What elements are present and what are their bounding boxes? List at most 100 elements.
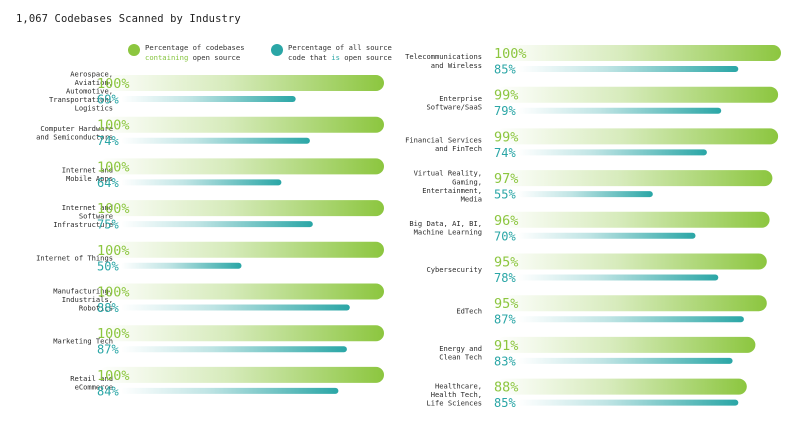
bar-share <box>121 346 347 353</box>
value-label-containing: 100% <box>97 326 130 342</box>
legend-highlight-is: is <box>331 52 340 62</box>
industry-row: Healthcare,Health Tech,Life Sciences 88%8… <box>426 378 747 410</box>
industry-row: Cybersecurity 95%78% <box>426 253 767 285</box>
value-label-share: 50% <box>97 259 119 273</box>
value-label-share: 74% <box>97 134 119 148</box>
industry-label: Logistics <box>75 104 113 113</box>
industry-row: Aerospace,Aviation,Automotive,Transporta… <box>49 69 384 113</box>
bar-share <box>121 179 282 186</box>
value-label-containing: 100% <box>97 368 130 384</box>
bar-containing <box>99 283 384 300</box>
value-label-share: 64% <box>97 176 119 190</box>
bar-share <box>518 66 739 72</box>
value-label-share: 75% <box>97 218 119 232</box>
value-label-containing: 95% <box>494 296 518 312</box>
value-label-share: 55% <box>494 188 516 202</box>
industry-label: Life Sciences <box>426 399 482 408</box>
industry-label: Machine Learning <box>414 228 482 237</box>
industry-label: Internet and <box>62 203 113 212</box>
industry-label: Media <box>461 195 482 204</box>
value-label-containing: 96% <box>494 213 518 229</box>
legend-pre-is: code that <box>288 52 332 62</box>
value-label-share: 87% <box>494 313 516 327</box>
bar-share <box>518 107 722 114</box>
bar-share <box>518 232 696 239</box>
legend-label-is: Percentage of all source code that is op… <box>288 43 392 62</box>
industry-label: Transportation, <box>49 95 113 104</box>
industry-label: eCommerce <box>75 383 113 392</box>
bar-share <box>121 137 310 144</box>
value-label-containing: 99% <box>494 88 518 104</box>
bar-share <box>121 221 313 228</box>
industry-label: Entertainment, <box>422 186 482 195</box>
bar-share <box>121 96 296 102</box>
value-label-containing: 99% <box>494 129 518 145</box>
bar-containing <box>496 253 767 270</box>
bar-share <box>121 262 242 269</box>
industry-label: Software/SaaS <box>426 103 482 112</box>
industry-label: Computer Hardware <box>40 124 113 133</box>
bar-containing <box>99 75 384 91</box>
bar-share <box>518 149 707 156</box>
industry-label: Retail and <box>70 374 113 383</box>
industry-label: and Wireless <box>431 61 482 70</box>
industry-row: Virtual Reality,Gaming,Entertainment,Med… <box>414 169 773 204</box>
industry-label: Gaming, <box>452 177 482 186</box>
industry-label: Healthcare, <box>435 382 482 391</box>
legend-label-is-line1: Percentage of all source <box>288 43 392 52</box>
value-label-containing: 100% <box>97 76 130 92</box>
legend-label-is-line2: code that is open source <box>288 53 392 63</box>
industry-label: EdTech <box>456 307 482 316</box>
value-label-share: 83% <box>494 354 516 368</box>
legend-label-containing: Percentage of codebases containing open … <box>145 43 245 62</box>
bar-containing <box>99 116 384 133</box>
value-label-share: 70% <box>494 229 516 243</box>
industry-label: Telecommunications <box>405 52 482 61</box>
bar-containing <box>496 128 779 145</box>
industry-label: Mobile Apps <box>66 174 113 183</box>
industry-label: Financial Services <box>405 136 482 145</box>
industry-label: Enterprise <box>439 94 482 103</box>
industry-label: Infrastructure <box>53 220 113 229</box>
bar-share <box>121 304 350 311</box>
industry-label: Cybersecurity <box>426 265 482 274</box>
bar-share <box>518 316 744 323</box>
legend-rest-containing: open source <box>188 52 241 62</box>
industry-row: Big Data, AI, BI,Machine Learning 96%70% <box>409 211 770 243</box>
value-label-share: 84% <box>97 384 119 398</box>
bar-share <box>518 191 653 198</box>
value-label-containing: 91% <box>494 338 518 354</box>
value-label-containing: 100% <box>97 159 130 175</box>
industry-label: Internet and <box>62 166 113 175</box>
value-label-containing: 100% <box>97 118 130 134</box>
industry-row: Manufacturing,Industrials,Robotics 100%88… <box>53 283 384 315</box>
value-label-containing: 97% <box>494 171 518 187</box>
bar-containing <box>99 325 384 342</box>
value-label-containing: 95% <box>494 255 518 271</box>
value-label-share: 78% <box>494 271 516 285</box>
bar-containing <box>99 366 384 383</box>
industry-label: Software <box>79 212 113 221</box>
value-label-containing: 100% <box>97 243 130 259</box>
industry-label: Virtual Reality, <box>414 169 482 178</box>
bar-containing <box>496 378 747 395</box>
bar-share <box>518 357 733 364</box>
value-label-share: 79% <box>494 104 516 118</box>
industry-label: Aviation, <box>75 78 113 87</box>
legend-label-containing-line1: Percentage of codebases <box>145 43 245 52</box>
value-label-containing: 88% <box>494 380 518 396</box>
bar-containing <box>496 336 756 353</box>
industry-label: Manufacturing, <box>53 286 113 295</box>
industry-label: Industrials, <box>62 295 113 304</box>
industry-label: Energy and <box>439 344 482 353</box>
